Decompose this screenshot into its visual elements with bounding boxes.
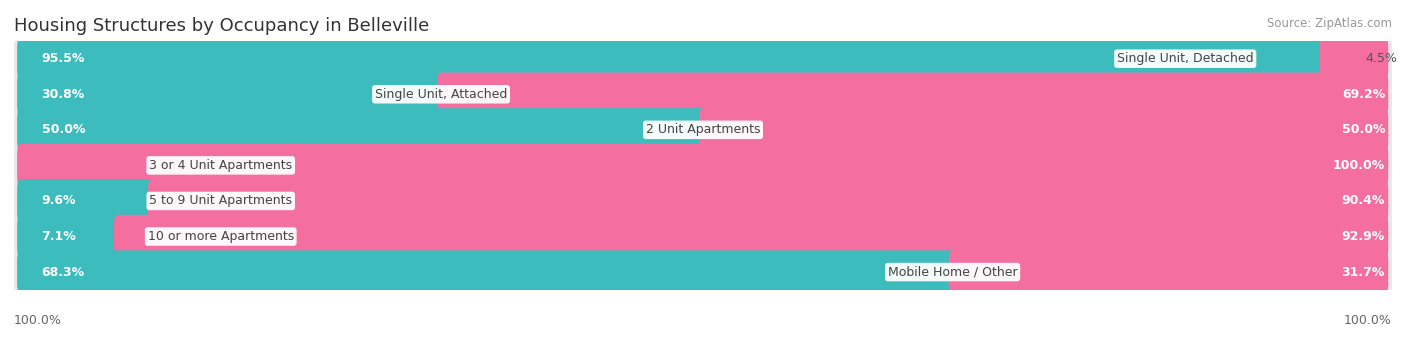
FancyBboxPatch shape (17, 73, 1389, 116)
FancyBboxPatch shape (17, 179, 155, 223)
Text: Source: ZipAtlas.com: Source: ZipAtlas.com (1267, 17, 1392, 30)
FancyBboxPatch shape (17, 108, 706, 151)
FancyBboxPatch shape (14, 35, 1392, 82)
FancyBboxPatch shape (949, 250, 1388, 294)
Text: 92.9%: 92.9% (1341, 230, 1385, 243)
FancyBboxPatch shape (17, 215, 1389, 258)
Text: 9.6%: 9.6% (42, 194, 76, 207)
Legend: Owner-occupied, Renter-occupied: Owner-occupied, Renter-occupied (560, 339, 846, 341)
FancyBboxPatch shape (17, 215, 121, 258)
FancyBboxPatch shape (14, 249, 1392, 295)
FancyBboxPatch shape (17, 108, 1389, 151)
FancyBboxPatch shape (148, 179, 1388, 223)
FancyBboxPatch shape (17, 37, 1327, 80)
Text: 100.0%: 100.0% (1333, 159, 1385, 172)
Text: 7.1%: 7.1% (42, 230, 76, 243)
FancyBboxPatch shape (437, 73, 1388, 116)
Text: 50.0%: 50.0% (1341, 123, 1385, 136)
FancyBboxPatch shape (17, 250, 956, 294)
FancyBboxPatch shape (14, 142, 1392, 189)
Text: 68.3%: 68.3% (42, 266, 84, 279)
Text: 90.4%: 90.4% (1341, 194, 1385, 207)
FancyBboxPatch shape (14, 71, 1392, 117)
FancyBboxPatch shape (114, 215, 1388, 258)
FancyBboxPatch shape (17, 179, 1389, 223)
Text: 4.5%: 4.5% (1365, 52, 1398, 65)
FancyBboxPatch shape (17, 144, 1388, 187)
Text: 31.7%: 31.7% (1341, 266, 1385, 279)
Text: Single Unit, Detached: Single Unit, Detached (1116, 52, 1254, 65)
FancyBboxPatch shape (17, 144, 1389, 187)
Text: 2 Unit Apartments: 2 Unit Apartments (645, 123, 761, 136)
Text: Mobile Home / Other: Mobile Home / Other (887, 266, 1018, 279)
Text: 50.0%: 50.0% (42, 123, 86, 136)
Text: 100.0%: 100.0% (1344, 314, 1392, 327)
Text: Housing Structures by Occupancy in Belleville: Housing Structures by Occupancy in Belle… (14, 17, 429, 35)
Text: 3 or 4 Unit Apartments: 3 or 4 Unit Apartments (149, 159, 292, 172)
Text: 10 or more Apartments: 10 or more Apartments (148, 230, 294, 243)
FancyBboxPatch shape (1320, 37, 1388, 80)
FancyBboxPatch shape (14, 178, 1392, 224)
Text: 5 to 9 Unit Apartments: 5 to 9 Unit Apartments (149, 194, 292, 207)
Text: 69.2%: 69.2% (1341, 88, 1385, 101)
FancyBboxPatch shape (17, 73, 444, 116)
FancyBboxPatch shape (14, 107, 1392, 153)
FancyBboxPatch shape (14, 213, 1392, 260)
Text: 100.0%: 100.0% (14, 314, 62, 327)
Text: Single Unit, Attached: Single Unit, Attached (375, 88, 508, 101)
Text: 30.8%: 30.8% (42, 88, 84, 101)
FancyBboxPatch shape (17, 250, 1389, 294)
FancyBboxPatch shape (17, 37, 1389, 80)
FancyBboxPatch shape (699, 108, 1388, 151)
Text: 95.5%: 95.5% (42, 52, 84, 65)
